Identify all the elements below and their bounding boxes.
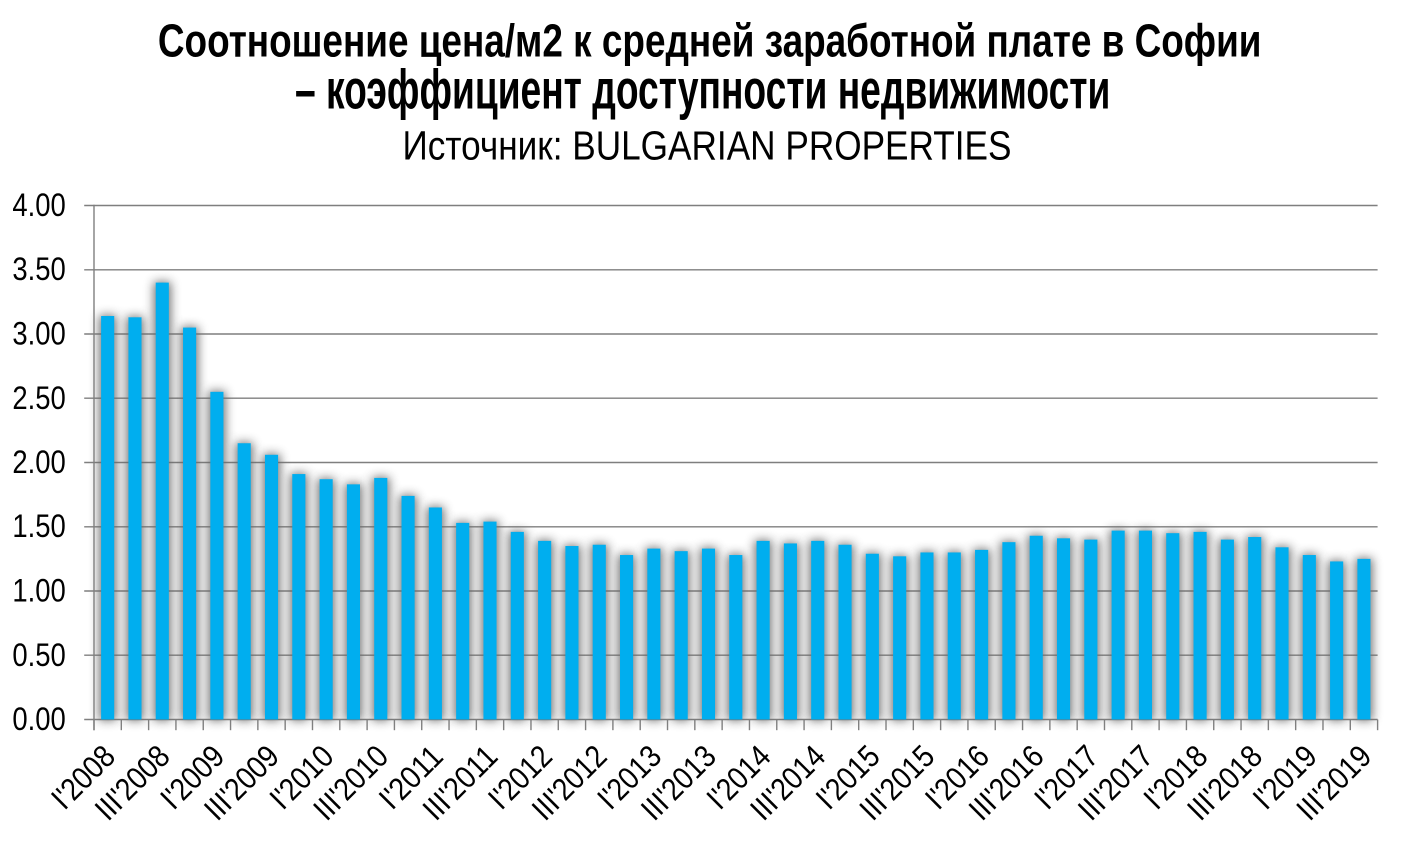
svg-text:3.00: 3.00 bbox=[12, 316, 65, 352]
svg-text:Источник: BULGARIAN PROPERTIES: Источник: BULGARIAN PROPERTIES bbox=[403, 123, 1012, 169]
svg-text:0.00: 0.00 bbox=[12, 701, 65, 737]
svg-text:0.50: 0.50 bbox=[12, 637, 65, 673]
svg-text:– коэффициент доступности недв: – коэффициент доступности недвижимости bbox=[295, 57, 1110, 120]
svg-text:2.00: 2.00 bbox=[12, 444, 65, 480]
svg-text:3.50: 3.50 bbox=[12, 251, 65, 287]
svg-text:2.50: 2.50 bbox=[12, 380, 65, 416]
svg-text:1.50: 1.50 bbox=[12, 508, 65, 544]
svg-text:4.00: 4.00 bbox=[12, 187, 65, 223]
svg-text:Соотношение цена/м2 к средней: Соотношение цена/м2 к средней заработной… bbox=[158, 14, 1262, 66]
svg-text:1.00: 1.00 bbox=[12, 573, 65, 609]
